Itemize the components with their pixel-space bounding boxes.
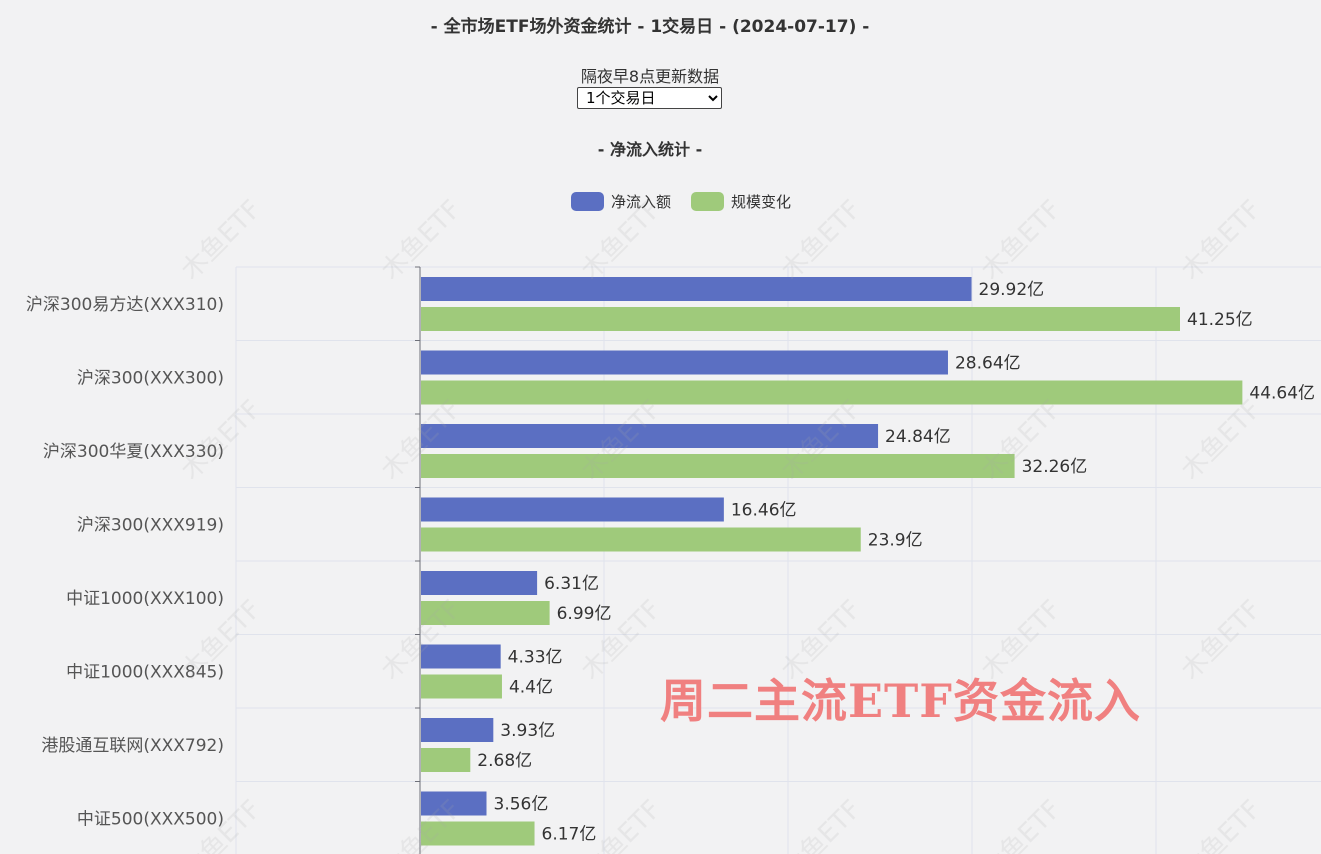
bar[interactable] (421, 350, 948, 375)
bar[interactable] (421, 527, 861, 552)
data-label: 4.33亿 (508, 648, 563, 668)
bar[interactable] (421, 571, 538, 595)
bars: 沪深300易方达(XXX310) 29.92亿 41.25亿沪深300(XXX300… (26, 277, 1315, 846)
bar[interactable] (421, 748, 471, 772)
legend-swatch[interactable] (571, 192, 604, 211)
bar[interactable] (421, 497, 724, 522)
category-label: 中证1000(XXX100) (66, 589, 224, 609)
bar[interactable] (421, 644, 501, 669)
data-label: 28.64亿 (955, 354, 1021, 374)
bar[interactable] (421, 821, 535, 846)
bar[interactable] (421, 454, 1015, 478)
category-label: 中证1000(XXX845) (66, 662, 224, 682)
bar[interactable] (421, 277, 972, 301)
data-label: 4.4亿 (509, 678, 553, 698)
data-label: 29.92亿 (979, 280, 1045, 300)
bar[interactable] (421, 791, 487, 816)
chart-title: - 净流入统计 - (598, 140, 702, 159)
data-label: 6.17亿 (542, 825, 597, 845)
legend-swatch[interactable] (691, 192, 724, 211)
grid (235, 266, 1321, 854)
data-label: 3.56亿 (494, 795, 549, 815)
category-label: 沪深300(XXX300) (77, 368, 224, 388)
bar[interactable] (421, 380, 1243, 405)
bar[interactable] (421, 601, 550, 625)
data-label: 2.68亿 (477, 751, 532, 771)
bar[interactable] (421, 424, 879, 448)
data-label: 41.25亿 (1187, 310, 1253, 330)
bar[interactable] (421, 674, 502, 699)
bar[interactable] (421, 718, 494, 742)
category-label: 沪深300华夏(XXX330) (43, 442, 224, 462)
category-label: 中证500(XXX500) (77, 809, 224, 829)
data-label: 44.64亿 (1249, 384, 1315, 404)
category-label: 沪深300易方达(XXX310) (26, 295, 224, 315)
data-label: 3.93亿 (500, 721, 555, 741)
data-label: 16.46亿 (731, 501, 797, 521)
data-label: 32.26亿 (1022, 457, 1088, 477)
range-select[interactable]: 1个交易日 (577, 87, 722, 109)
category-label: 港股通互联网(XXX792) (41, 736, 224, 756)
update-note: 隔夜早8点更新数据 (580, 67, 720, 86)
data-label: 24.84亿 (885, 427, 951, 447)
legend-label[interactable]: 净流入额 (611, 193, 671, 211)
data-label: 23.9亿 (868, 531, 923, 551)
legend-label[interactable]: 规模变化 (731, 193, 791, 211)
page-title: - 全市场ETF场外资金统计 - 1交易日 - (2024-07-17) - (430, 17, 870, 37)
data-label: 6.99亿 (557, 604, 612, 624)
overlay-caption: 周二主流ETF资金流入 (660, 674, 1141, 728)
category-label: 沪深300(XXX919) (77, 515, 224, 535)
legend[interactable]: 净流入额 规模变化 (571, 192, 791, 211)
data-label: 6.31亿 (544, 574, 599, 594)
bar[interactable] (421, 307, 1180, 331)
